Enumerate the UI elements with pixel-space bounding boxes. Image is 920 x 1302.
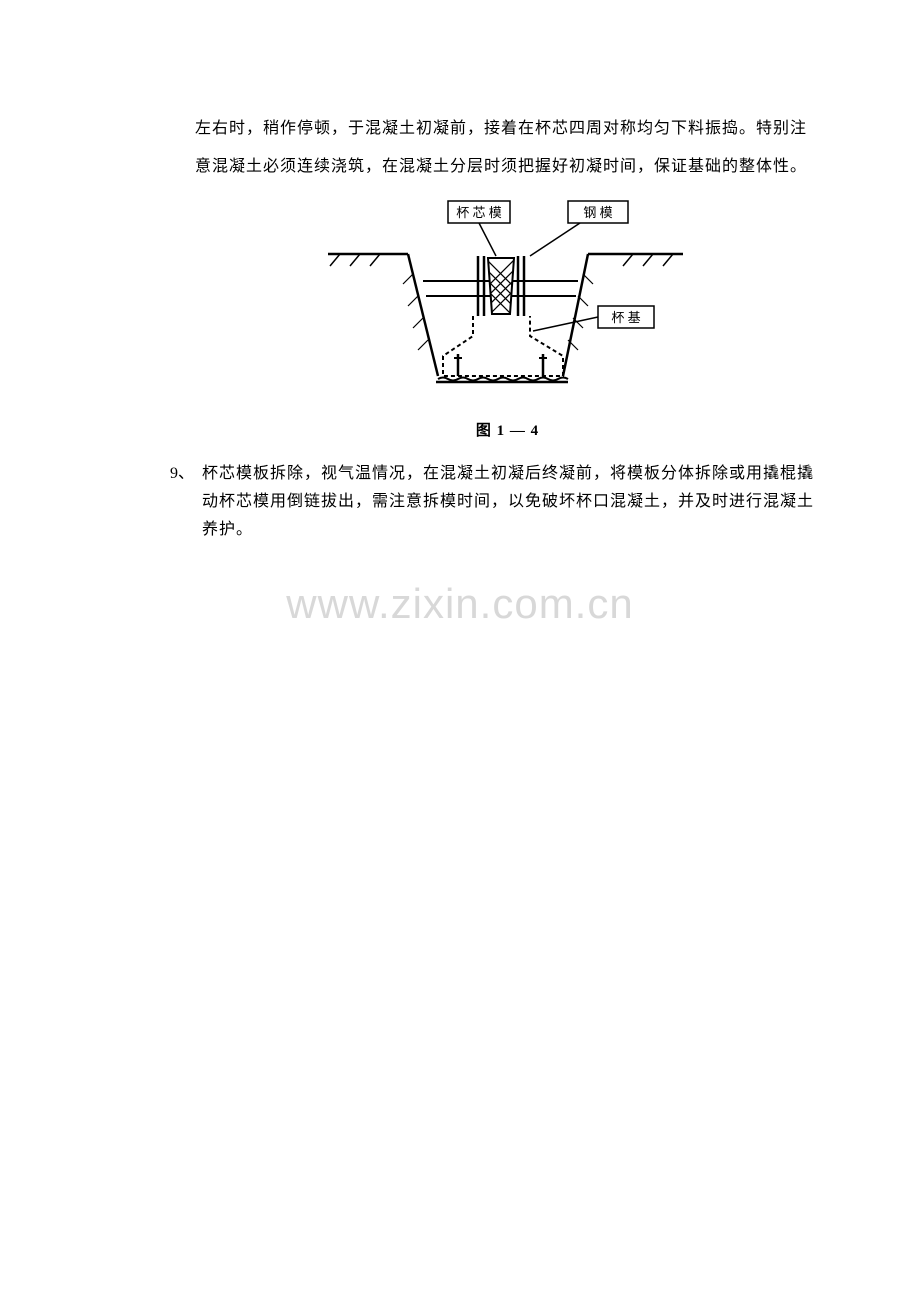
item-9-line-3: 养护。 bbox=[202, 516, 814, 544]
paragraph-line-2: 意混凝土必须连续浇筑，在混凝土分层时须把握好初凝时间，保证基础的整体性。 bbox=[195, 153, 820, 181]
paragraph-line-1: 左右时，稍作停顿，于混凝土初凝前，接着在杯芯四周对称均匀下料振捣。特别注 bbox=[195, 115, 820, 143]
item-9-number: 9、 bbox=[170, 460, 202, 544]
svg-text:杯 芯 模: 杯 芯 模 bbox=[456, 205, 502, 220]
item-9-line-1: 杯芯模板拆除，视气温情况，在混凝土初凝后终凝前，将模板分体拆除或用撬棍撬 bbox=[202, 460, 814, 488]
figure-1-4: 杯 芯 模 钢 模 bbox=[318, 196, 698, 440]
item-9-line-2: 动杯芯模用倒链拔出，需注意拆模时间，以免破坏杯口混凝土，并及时进行混凝土 bbox=[202, 488, 814, 516]
svg-text:钢 模: 钢 模 bbox=[583, 205, 612, 220]
item-9: 9、 杯芯模板拆除，视气温情况，在混凝土初凝后终凝前，将模板分体拆除或用撬棍撬 … bbox=[195, 460, 820, 544]
svg-text:杯 基: 杯 基 bbox=[611, 310, 640, 325]
watermark-text: www.zixin.com.cn bbox=[0, 580, 920, 628]
figure-caption: 图 1 — 4 bbox=[318, 419, 698, 440]
diagram-svg: 杯 芯 模 钢 模 bbox=[318, 196, 698, 406]
